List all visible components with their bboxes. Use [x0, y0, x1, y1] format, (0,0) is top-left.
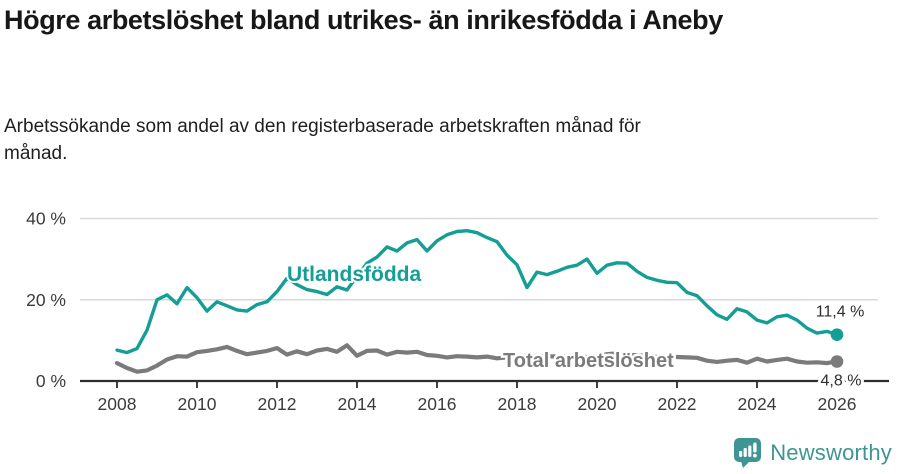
page-title: Högre arbetslöshet bland utrikes- än inr… [4, 5, 723, 35]
x-tick-label: 2026 [818, 394, 857, 414]
x-tick-label: 2018 [498, 394, 537, 414]
series-line-utlandsfodda [115, 228, 839, 355]
series-label-utlandsfodda: Utlandsfödda [287, 263, 421, 286]
x-tick-label: 2012 [258, 394, 297, 414]
y-tick-label: 20 % [26, 290, 66, 310]
chart-subtitle: Arbetssökande som andel av den registerb… [4, 116, 641, 164]
newsworthy-logo-icon [734, 438, 762, 468]
series-end-dot-utlandsfodda [830, 328, 844, 341]
x-tick-label: 2016 [418, 394, 457, 414]
unemployment-line-chart: 0 % 20 % 40 % 2008 2010 2012 2014 2016 2018 2020 2… [26, 209, 889, 414]
series-line-total [114, 343, 840, 374]
series-end-value-utlandsfodda: 11,4 % [816, 304, 865, 321]
y-tick-label: 40 % [26, 209, 66, 229]
x-tick-label: 2014 [338, 394, 377, 414]
x-tick-label: 2008 [98, 394, 137, 414]
x-tick-label: 2024 [738, 394, 777, 414]
x-tick-label: 2010 [178, 394, 217, 414]
x-tick-label: 2020 [578, 394, 617, 414]
series-end-dot-total [830, 355, 844, 368]
brand-name: Newsworthy [770, 439, 892, 465]
series-end-value-total: 4,8 % [821, 373, 862, 390]
x-tick-label: 2022 [658, 394, 697, 414]
series-label-total: Total arbetslöshet [503, 350, 674, 372]
newsworthy-brand: Newsworthy [733, 437, 892, 468]
y-tick-label: 0 % [36, 371, 66, 391]
